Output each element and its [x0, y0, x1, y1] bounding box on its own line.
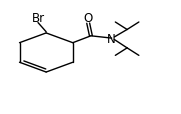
Text: N: N [107, 32, 116, 45]
Text: Br: Br [31, 12, 45, 25]
Text: O: O [84, 12, 93, 25]
